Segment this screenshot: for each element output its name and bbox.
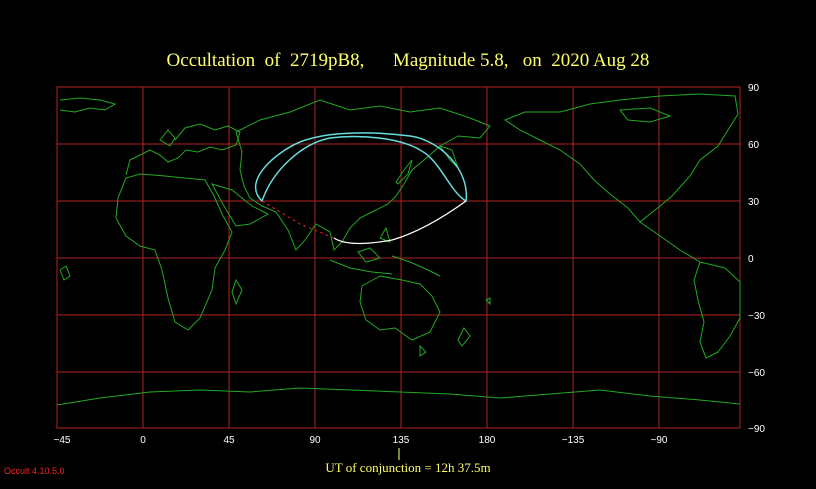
- occultation-paths: [254, 132, 468, 245]
- lon-label-minus45: −45: [53, 435, 71, 446]
- lat-label-minus30: −30: [748, 311, 765, 322]
- lat-label-minus90: −90: [748, 424, 765, 435]
- lat-label-30: 30: [748, 197, 760, 208]
- daylight-path-dashed: [261, 200, 335, 239]
- lon-label-minus90: −90: [650, 435, 668, 446]
- longitude-gridlines: [142, 87, 660, 428]
- southern-limit-path: [333, 200, 467, 245]
- lon-label-0: 0: [140, 435, 146, 446]
- lat-label-minus60: −60: [748, 368, 765, 379]
- conjunction-time-label: UT of conjunction = 12h 37.5m: [325, 460, 491, 475]
- lat-label-60: 60: [748, 140, 760, 151]
- lon-label-135: 135: [392, 435, 410, 446]
- lat-label-90: 90: [748, 83, 760, 94]
- lat-label-0: 0: [748, 254, 754, 265]
- version-label: Occult 4.10.5.0: [4, 466, 65, 476]
- lon-label-180: 180: [478, 435, 496, 446]
- lon-label-45: 45: [223, 435, 235, 446]
- map-title: Occultation of 2719pB8, Magnitude 5.8, o…: [166, 50, 650, 71]
- lon-label-90: 90: [309, 435, 321, 446]
- coastlines: [56, 93, 741, 406]
- lon-label-minus135: −135: [561, 435, 585, 446]
- northern-limit-path: [254, 132, 468, 203]
